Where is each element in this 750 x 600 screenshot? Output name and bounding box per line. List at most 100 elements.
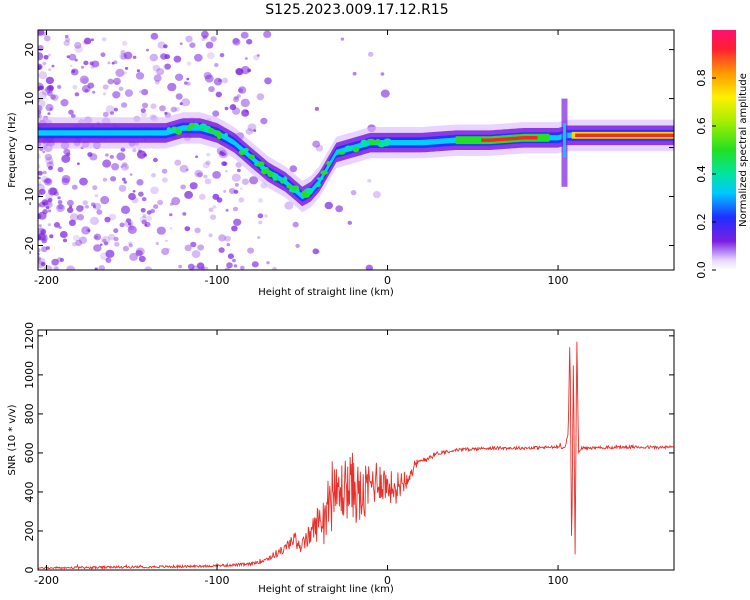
colorbar-ticks: 0.0 0.2 0.4 0.6 0.8 <box>695 69 716 279</box>
noise-blob <box>48 68 52 72</box>
ridge-blob <box>214 133 222 137</box>
noise-blob <box>102 84 109 90</box>
noise-blob <box>102 177 107 182</box>
ridge-blob <box>224 132 228 138</box>
noise-blob <box>129 173 133 176</box>
noise-blob <box>264 214 268 218</box>
noise-blob <box>108 233 116 241</box>
noise-blob <box>156 226 166 235</box>
colorbar-tick-label: 0.2 <box>695 213 708 231</box>
noise-blob <box>94 194 99 198</box>
x-tick-label: -200 <box>34 574 59 587</box>
colorbar-label: Normalized spectral amplitude <box>738 73 749 227</box>
noise-blob <box>159 105 166 112</box>
noise-blob <box>104 216 111 223</box>
noise-blob <box>247 68 252 73</box>
noise-blob <box>115 68 125 77</box>
colorbar-tick-label: 0.8 <box>695 69 708 87</box>
noise-blob <box>189 182 198 190</box>
noise-blob <box>137 148 141 151</box>
noise-blob <box>164 54 171 60</box>
y-tick-label: 10 <box>23 92 36 106</box>
noise-blob <box>84 88 89 93</box>
noise-blob <box>80 65 85 69</box>
x-tick-label: 100 <box>548 574 569 587</box>
ridge-blob <box>337 151 346 155</box>
noise-blob <box>57 196 61 200</box>
noise-blob <box>146 48 149 52</box>
noise-blob <box>167 82 177 92</box>
y-tick-label: -20 <box>23 237 36 255</box>
ridge-blob <box>166 127 172 132</box>
noise-blob <box>38 211 47 220</box>
noise-blob <box>100 196 110 205</box>
noise-blob <box>57 200 63 205</box>
noise-blob <box>51 94 59 101</box>
noise-blob <box>208 86 215 93</box>
noise-blob <box>123 71 128 75</box>
ridge-blob <box>326 161 331 166</box>
ridge-band <box>38 122 674 202</box>
noise-blob <box>216 197 223 203</box>
noise-blob <box>127 222 132 226</box>
noise-blob <box>42 150 46 154</box>
noise-blob <box>90 65 95 69</box>
noise-blob <box>47 91 53 97</box>
noise-blob <box>208 207 214 213</box>
noise-blob <box>266 261 270 265</box>
noise-blob <box>127 225 137 234</box>
noise-blob <box>71 114 76 119</box>
y-tick-label: 20 <box>23 43 36 57</box>
noise-blob <box>263 30 272 39</box>
noise-blob <box>90 38 94 42</box>
noise-blob <box>189 42 196 48</box>
noise-blob <box>227 253 234 259</box>
noise-blob <box>38 260 45 269</box>
noise-blob <box>223 189 227 193</box>
noise-blob <box>69 64 73 68</box>
noise-blob <box>69 213 79 222</box>
ridge-blob <box>315 182 321 188</box>
noise-blob <box>238 86 247 94</box>
noise-blob <box>38 181 42 186</box>
noise-blob <box>111 163 120 171</box>
snr-frame <box>37 329 675 571</box>
ridge-blob <box>283 176 288 183</box>
noise-blob <box>45 86 54 94</box>
noise-blob <box>312 248 319 255</box>
noise-blob <box>144 266 152 270</box>
noise-blob <box>245 128 253 135</box>
noise-blob <box>141 197 147 202</box>
noise-blob <box>53 222 61 228</box>
noise-blob <box>197 172 204 178</box>
noise-blob <box>118 86 124 92</box>
x-tick-label: 0 <box>384 274 391 287</box>
noise-blob <box>161 247 170 256</box>
noise-blob <box>240 31 249 39</box>
noise-blob <box>124 219 134 228</box>
noise-blob <box>194 227 201 234</box>
noise-blob <box>174 107 180 112</box>
noise-blob <box>121 102 128 108</box>
noise-blob <box>179 102 183 106</box>
noise-blob <box>196 172 200 176</box>
noise-blob <box>152 157 158 163</box>
noise-blob <box>49 160 54 165</box>
noise-blob <box>233 218 242 226</box>
noise-blob <box>295 243 300 248</box>
noise-blob <box>240 66 250 75</box>
noise-blob <box>128 241 133 245</box>
noise-blob <box>221 161 227 167</box>
noise-blob <box>146 215 152 221</box>
noise-blob <box>198 193 206 200</box>
noise-blob <box>240 98 250 108</box>
noise-blob <box>72 242 77 247</box>
noise-blob <box>42 170 47 175</box>
noise-blob <box>113 107 118 112</box>
noise-blob <box>184 226 191 232</box>
noise-blob <box>47 53 52 57</box>
noise-blob <box>367 178 372 183</box>
noise-blob <box>181 98 191 107</box>
noise-blob <box>184 244 192 252</box>
y-tick-label: 800 <box>23 403 36 424</box>
